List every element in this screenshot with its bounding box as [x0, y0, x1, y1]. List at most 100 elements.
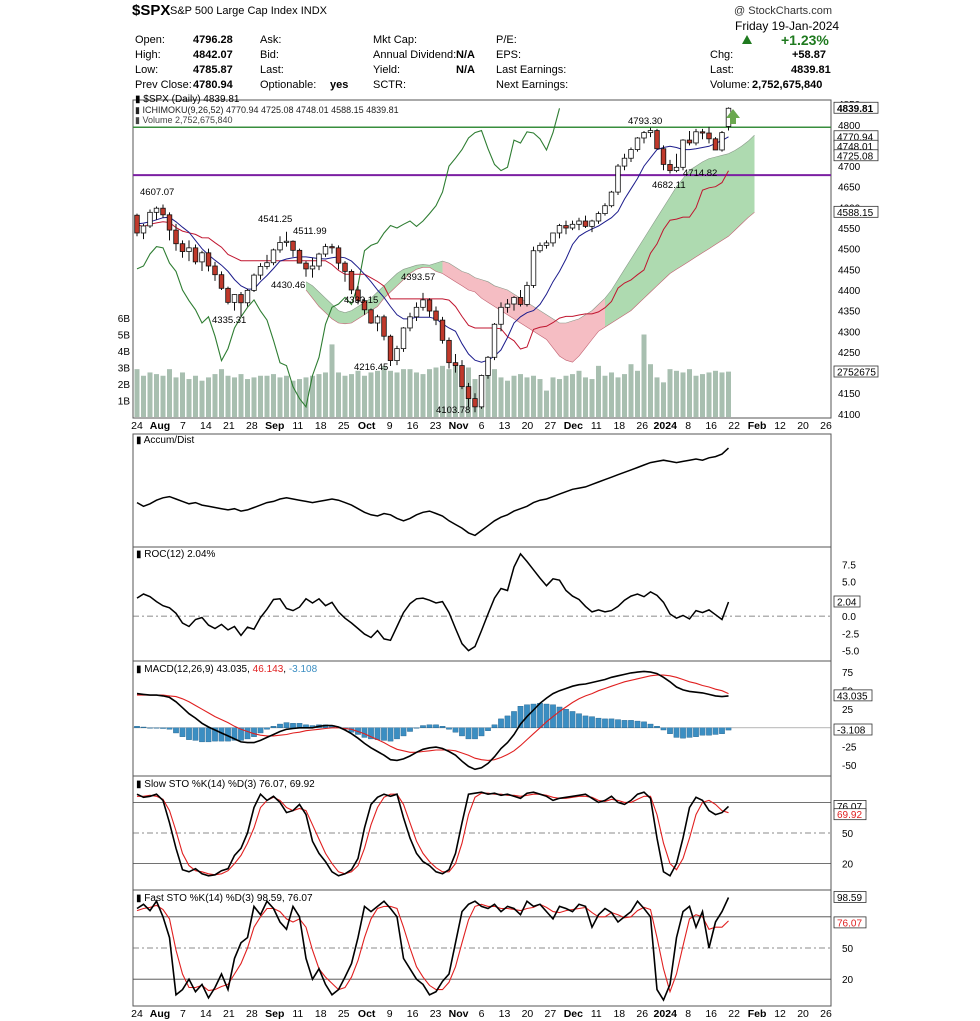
candle-body: [322, 246, 329, 255]
candle-body: [608, 191, 615, 207]
kumo-cloud-bull-2: [605, 135, 755, 328]
candle-body: [472, 398, 478, 408]
candle-body: [238, 294, 244, 304]
macd-histogram-bar: [537, 703, 543, 728]
macd-histogram-bar: [153, 727, 160, 729]
volume-bar: [693, 375, 699, 417]
price-annotation: 4430.46: [271, 280, 305, 291]
macd-histogram-bar: [192, 727, 199, 741]
volume-bar: [277, 377, 283, 417]
quote-yield-value: N/A: [456, 64, 475, 76]
volume-bar: [641, 334, 647, 417]
volume-y-tick: 4B: [118, 347, 131, 358]
candle-body: [231, 294, 238, 303]
roc-y-tick: -5.0: [842, 647, 860, 658]
roc-panel: [132, 546, 832, 662]
tenkan-line: [136, 136, 729, 363]
x-tick-label: 26: [820, 420, 832, 432]
symbol: $SPX: [132, 2, 171, 19]
macd-histogram-bar: [166, 727, 173, 730]
macd-histogram-bar: [517, 706, 524, 728]
quote-pe: P/E:: [496, 34, 517, 46]
x-tick-label-bottom: 18: [613, 1008, 625, 1020]
macd-histogram-bar: [459, 727, 465, 737]
macd-histogram-bar: [264, 727, 270, 730]
macd-histogram-bar: [394, 727, 400, 740]
x-tick-label-bottom: 16: [705, 1008, 717, 1020]
quote-prevclose-value: 4780.94: [193, 79, 233, 91]
volume-bar: [219, 369, 224, 417]
price-y-tick: 4300: [838, 327, 861, 338]
candle-body: [381, 316, 387, 337]
quote-next-earnings: Next Earnings:: [496, 79, 569, 91]
change-percent: +1.23%: [781, 32, 829, 48]
macd-histogram-bar: [179, 727, 186, 737]
price-panel: [132, 99, 832, 419]
candle-body: [277, 242, 283, 251]
x-tick-label-bottom: 22: [728, 1008, 740, 1020]
volume-bar: [563, 375, 569, 417]
candle-body: [166, 214, 173, 231]
x-tick-label: 11: [292, 420, 303, 432]
volume-bar: [154, 374, 159, 417]
x-tick-label: 18: [315, 420, 327, 432]
exchange-label: INDX: [300, 5, 327, 17]
volume-bar: [700, 374, 705, 417]
volume-bar: [284, 375, 289, 417]
macd-histogram-bar: [212, 727, 218, 742]
macd-histogram-bar: [530, 703, 537, 728]
volume-bar: [687, 369, 692, 417]
roc-y-tick: 7.5: [842, 560, 856, 571]
slow-sto-k-label: 76.07: [837, 802, 862, 813]
volume-bar: [180, 372, 185, 417]
candle-body: [212, 265, 218, 276]
volume-bar: [329, 344, 335, 417]
volume-bar: [336, 372, 341, 417]
x-tick-label: 20: [522, 420, 534, 432]
macd-histogram-bar: [595, 717, 602, 728]
volume-bar: [628, 364, 634, 417]
volume-bar: [433, 367, 439, 417]
candle-body: [459, 365, 465, 388]
x-tick-label-bottom: 20: [522, 1008, 534, 1020]
candle-body: [205, 252, 212, 267]
x-tick-label: 21: [223, 420, 235, 432]
candle-body: [686, 139, 693, 144]
price-y-tick: 4400: [838, 286, 861, 297]
candle-body: [394, 348, 400, 361]
volume-bar: [648, 364, 653, 417]
candle-body: [290, 240, 296, 251]
candle-body: [634, 137, 641, 150]
candle-body: [563, 225, 569, 229]
volume-bar: [310, 375, 315, 417]
price-annotation: 4333.15: [344, 295, 378, 306]
price-right-label: 4748.01: [837, 142, 874, 153]
price-annotation: 4103.78: [436, 405, 470, 416]
candle-body: [153, 207, 160, 213]
price-y-tick: 4150: [838, 389, 861, 400]
volume-bar: [446, 369, 452, 417]
candle-body: [283, 240, 290, 243]
x-tick-label-bottom: Oct: [358, 1008, 376, 1020]
price-y-tick: 4250: [838, 348, 861, 359]
volume-bar: [719, 372, 725, 417]
quote-high-value: 4842.07: [193, 49, 233, 61]
volume-bar: [505, 380, 510, 417]
slow-sto-d-box: [833, 808, 867, 821]
macd-histogram-bar: [270, 726, 277, 728]
fast-sto-d-label: 76.07: [837, 918, 862, 929]
volume-bar: [147, 372, 153, 417]
price-annotation: 4541.25: [258, 214, 292, 225]
volume-bar: [245, 379, 250, 417]
candle-body: [439, 319, 446, 341]
macd-histogram-bar: [576, 713, 582, 728]
volume-bar: [303, 377, 309, 417]
macd-histogram-bar: [725, 727, 732, 731]
candle-body: [199, 252, 205, 263]
price-right-label: 4725.08: [837, 151, 874, 162]
candle-body: [569, 223, 576, 229]
x-tick-label: 8: [685, 420, 691, 432]
quote-yield: Yield:: [373, 64, 401, 76]
quote-chg: Chg:: [710, 49, 734, 61]
macd-histogram-bar: [374, 727, 381, 740]
